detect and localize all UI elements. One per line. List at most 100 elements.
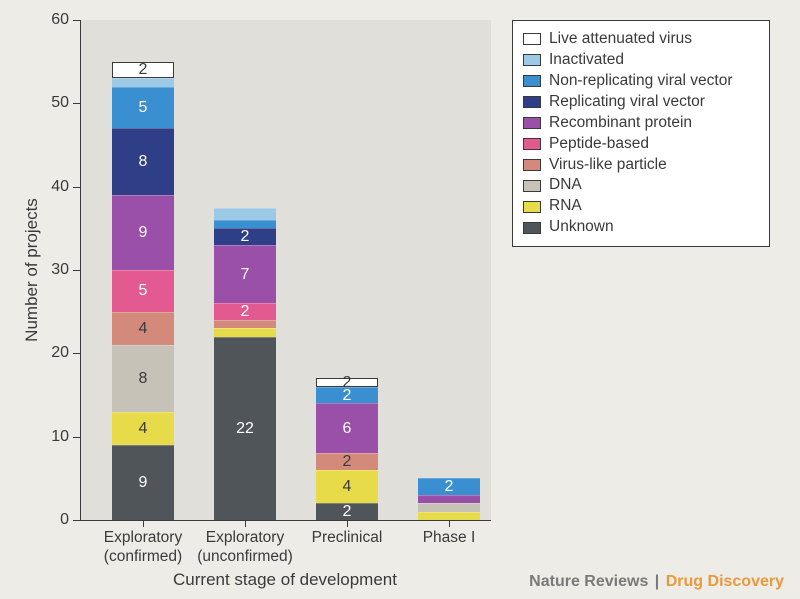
legend-label: Unknown <box>549 217 614 238</box>
y-tick-label: 50 <box>51 94 81 112</box>
credit-section: Drug Discovery <box>666 573 784 590</box>
bar-segment-vlp: 4 <box>112 312 174 345</box>
bar-segment-rna: 4 <box>316 470 378 503</box>
bar-segment-nonrep_vec: 2 <box>316 387 378 404</box>
legend-swatch <box>523 75 541 87</box>
legend-label: Live attenuated virus <box>549 29 692 50</box>
legend-label: Replicating viral vector <box>549 92 705 113</box>
bar-segment-nonrep_vec <box>214 220 276 228</box>
bar-segment-recomb <box>418 495 480 503</box>
bar-segment-value: 2 <box>343 453 352 471</box>
bar-segment-vlp <box>214 320 276 328</box>
bar-segment-peptide: 2 <box>214 303 276 320</box>
bar-segment-value: 4 <box>139 320 148 338</box>
credit-separator: | <box>653 573 661 590</box>
y-tick-label: 20 <box>51 344 81 362</box>
legend-swatch <box>523 33 541 45</box>
legend-label: Peptide-based <box>549 134 649 155</box>
bar-segment-recomb: 7 <box>214 245 276 303</box>
bar-column: 2Phase I <box>418 478 480 520</box>
x-tick-label: Phase I <box>423 520 476 547</box>
bar-segment-value: 2 <box>241 303 250 321</box>
plot-area: 0102030405060948459852Exploratory(confir… <box>80 20 491 521</box>
bar-segment-unknown: 9 <box>112 445 174 520</box>
y-tick-label: 30 <box>51 261 81 279</box>
legend-label: Recombinant protein <box>549 113 692 134</box>
bar-segment-rep_vec: 8 <box>112 128 174 195</box>
legend-item: Recombinant protein <box>523 113 759 134</box>
bar-segment-vlp: 2 <box>316 453 378 470</box>
bar-segment-value: 8 <box>139 370 148 388</box>
bar-segment-peptide: 5 <box>112 270 174 312</box>
bar-segment-inactivated <box>112 78 174 86</box>
bar-segment-value: 4 <box>139 420 148 438</box>
bar-segment-rna: 4 <box>112 412 174 445</box>
bar-segment-value: 2 <box>343 503 352 521</box>
x-tick-label: Exploratory(unconfirmed) <box>197 520 293 567</box>
legend-item: RNA <box>523 196 759 217</box>
y-tick-label: 40 <box>51 178 81 196</box>
bar-segment-value: 5 <box>139 282 148 300</box>
bar-segment-value: 22 <box>236 420 254 438</box>
bar-segment-rna <box>418 512 480 520</box>
legend-swatch <box>523 222 541 234</box>
bar-segment-value: 2 <box>139 61 148 79</box>
bar-column: 242622Preclinical <box>316 378 378 520</box>
bar-segment-inactivated <box>214 208 276 221</box>
bar-column: 22272Exploratory(unconfirmed) <box>214 208 276 520</box>
legend-swatch <box>523 96 541 108</box>
legend-swatch <box>523 117 541 129</box>
legend-item: Unknown <box>523 217 759 238</box>
bar-segment-rna <box>214 328 276 336</box>
bar-segment-value: 6 <box>343 420 352 438</box>
bar-segment-value: 2 <box>343 387 352 405</box>
legend-label: Non-replicating viral vector <box>549 71 733 92</box>
bar-segment-value: 2 <box>241 228 250 246</box>
legend-label: Inactivated <box>549 50 624 71</box>
bar-segment-value: 9 <box>139 224 148 242</box>
bar-segment-dna: 8 <box>112 345 174 412</box>
legend-label: Virus-like particle <box>549 155 667 176</box>
bar-segment-value: 2 <box>445 478 454 496</box>
legend-label: RNA <box>549 196 582 217</box>
x-tick-label: Preclinical <box>312 520 383 547</box>
legend-item: Inactivated <box>523 50 759 71</box>
legend-item: Virus-like particle <box>523 155 759 176</box>
legend-item: DNA <box>523 175 759 196</box>
x-tick-label: Exploratory(confirmed) <box>104 520 182 567</box>
bar-segment-recomb: 6 <box>316 403 378 453</box>
source-credit: Nature Reviews | Drug Discovery <box>529 573 784 591</box>
legend-swatch <box>523 201 541 213</box>
legend-item: Replicating viral vector <box>523 92 759 113</box>
bar-segment-nonrep_vec: 5 <box>112 87 174 129</box>
legend: Live attenuated virusInactivatedNon-repl… <box>512 20 770 247</box>
y-tick-label: 0 <box>60 511 81 529</box>
figure: 0 10 20 30 40 50 60 9 4 8 4 5 9 8 5 2 Exploratory(confir… <box>0 0 800 599</box>
bar-segment-unknown: 2 <box>316 503 378 520</box>
bar-segment-value: 7 <box>241 266 250 284</box>
bar-segment-nonrep_vec: 2 <box>418 478 480 495</box>
bar-segment-value: 5 <box>139 99 148 117</box>
legend-swatch <box>523 54 541 66</box>
legend-swatch <box>523 180 541 192</box>
bar-segment-value: 9 <box>139 474 148 492</box>
legend-item: Non-replicating viral vector <box>523 71 759 92</box>
legend-item: Peptide-based <box>523 134 759 155</box>
legend-label: DNA <box>549 175 582 196</box>
y-tick-label: 10 <box>51 428 81 446</box>
legend-item: Live attenuated virus <box>523 29 759 50</box>
bar-segment-recomb: 9 <box>112 195 174 270</box>
bar-segment-value: 8 <box>139 153 148 171</box>
bar-segment-dna <box>418 503 480 511</box>
bar-segment-rep_vec: 2 <box>214 228 276 245</box>
legend-swatch <box>523 138 541 150</box>
x-axis-label: Current stage of development <box>173 570 397 590</box>
bar-segment-unknown: 22 <box>214 337 276 520</box>
y-tick-label: 60 <box>51 11 81 29</box>
y-axis-label: Number of projects <box>22 198 42 342</box>
bar-column: 948459852Exploratory(confirmed) <box>112 62 174 520</box>
legend-swatch <box>523 159 541 171</box>
bar-segment-live_att: 2 <box>316 378 378 386</box>
credit-journal: Nature Reviews <box>529 573 648 590</box>
bar-segment-live_att: 2 <box>112 62 174 79</box>
